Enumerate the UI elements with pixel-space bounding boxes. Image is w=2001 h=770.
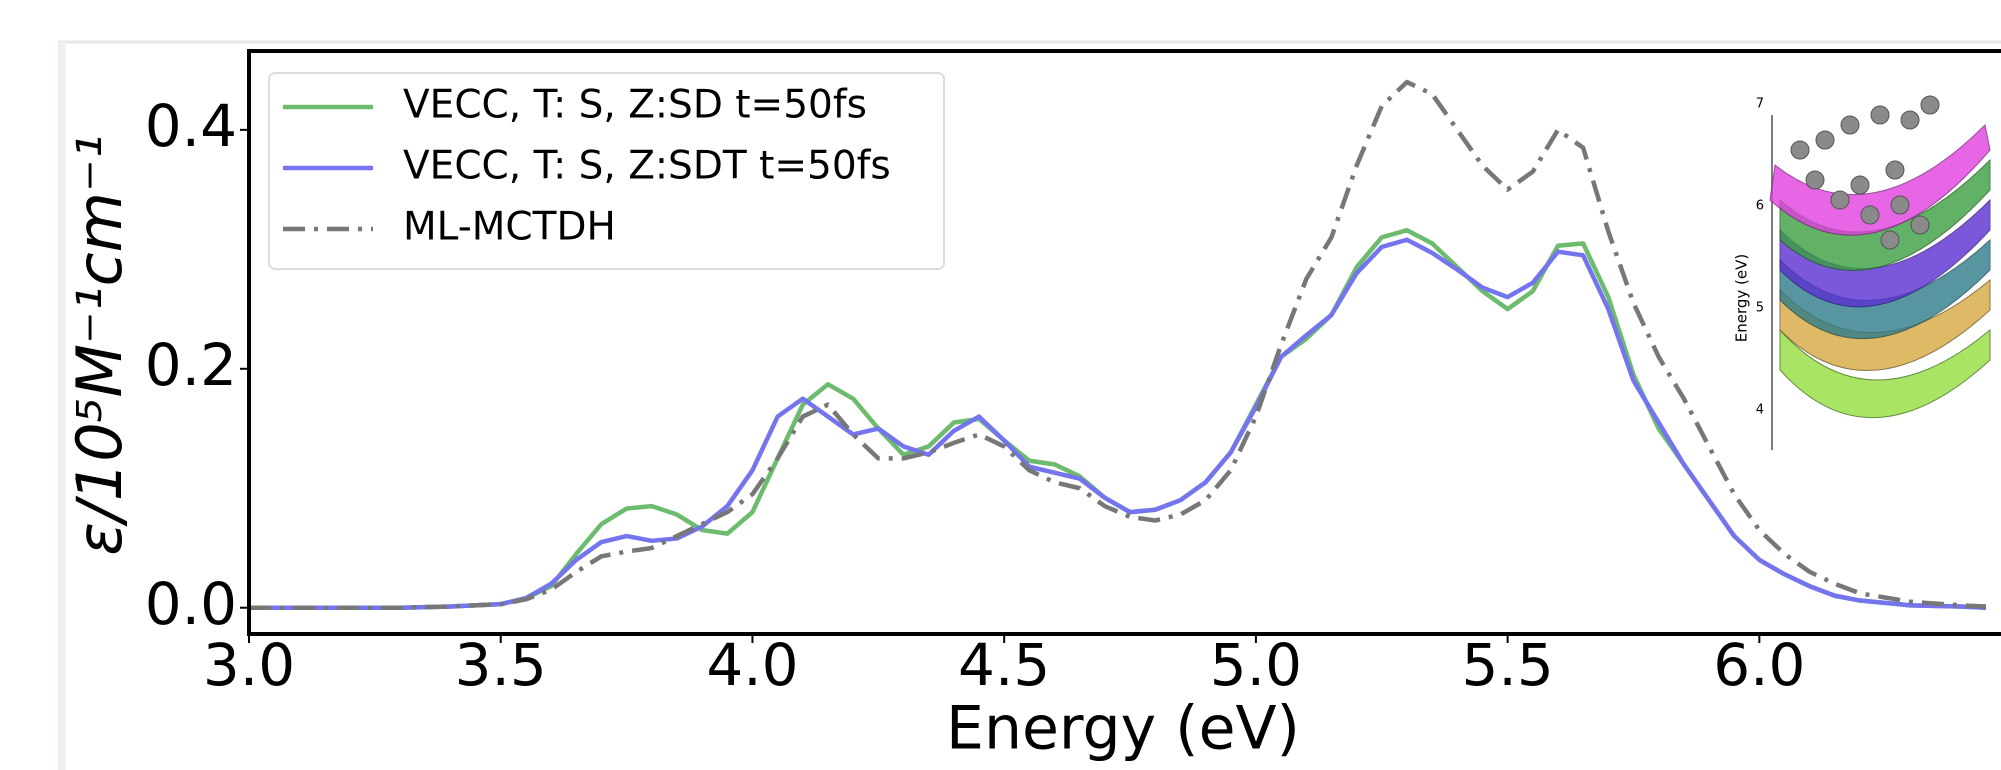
legend-label: ML-MCTDH xyxy=(403,205,616,250)
surface xyxy=(1769,123,1991,236)
x-tick-label: 5.5 xyxy=(1461,631,1553,699)
y-axis-label: ε/10⁵M⁻¹cm⁻¹ xyxy=(63,134,136,555)
y-tick-label: 0.0 xyxy=(145,570,237,638)
legend-label: VECC, T: S, Z:SDT t=50fs xyxy=(403,144,891,189)
x-tick-label: 4.5 xyxy=(958,631,1050,699)
plot-frame xyxy=(247,49,2001,636)
data-line xyxy=(249,79,1987,610)
y-tick-label: 0.4 xyxy=(145,92,237,160)
inset-y-label: Energy (eV) xyxy=(1733,254,1751,342)
legend-label: VECC, T: S, Z:SD t=50fs xyxy=(403,83,867,128)
legend: VECC, T: S, Z:SD t=50fs VECC, T: S, Z:SDT… xyxy=(268,72,945,270)
x-tick-label: 6.0 xyxy=(1713,631,1805,699)
y-tick-label: 0.2 xyxy=(145,331,237,399)
x-tick-label: 3.0 xyxy=(203,631,295,699)
x-tick-label: 4.0 xyxy=(706,631,798,699)
x-axis-label: Energy (eV) xyxy=(946,694,1300,764)
inset-figure: Energy (eV) 4 5 6 7 xyxy=(1733,95,1991,450)
molecule xyxy=(1790,95,1940,250)
x-tick-label: 3.5 xyxy=(455,631,547,699)
x-tick-label: 5.0 xyxy=(1210,631,1302,699)
frame-shadow xyxy=(60,42,66,770)
inset-tick-label: 6 xyxy=(1756,199,1764,214)
inset-tick-label: 7 xyxy=(1756,97,1764,112)
legend-box xyxy=(268,72,945,270)
plot-lines xyxy=(249,79,1987,610)
surface xyxy=(1779,328,1991,419)
inset-tick-label: 4 xyxy=(1756,403,1764,418)
data-line xyxy=(249,237,1987,610)
inset-tick-label: 5 xyxy=(1756,301,1764,316)
